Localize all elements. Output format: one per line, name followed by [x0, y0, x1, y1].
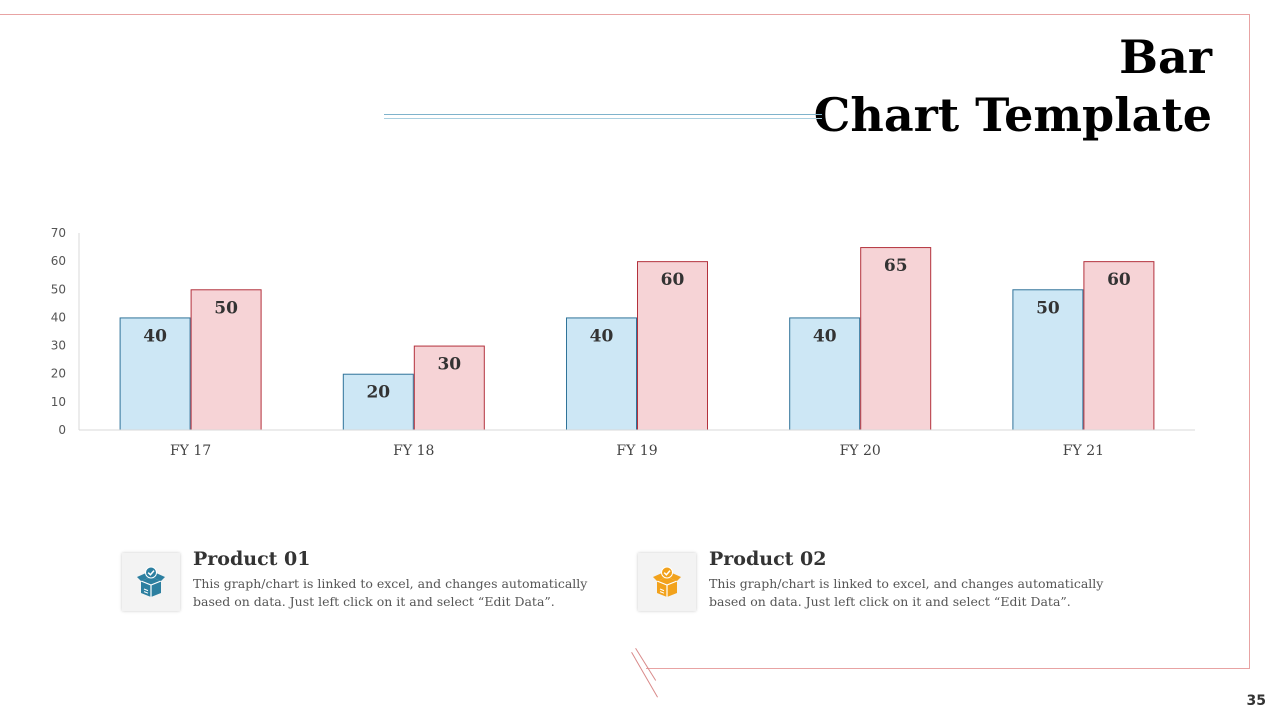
frame-bottom-border [646, 668, 1250, 669]
bar [860, 247, 932, 431]
page-number: 35 [1246, 693, 1266, 709]
x-tick-label: FY 17 [170, 443, 211, 459]
y-tick-label: 10 [51, 395, 66, 409]
bar [190, 289, 262, 431]
bar [342, 373, 414, 431]
product-02-icon-box [638, 553, 696, 611]
box-label-lines [659, 588, 665, 594]
y-tick-label: 70 [51, 226, 66, 240]
y-tick-label: 20 [51, 367, 66, 381]
bar-chart: 0 10 20 30 40 50 60 70 40 50 20 30 40 60 40 65 50 60 FY … [51, 226, 1195, 459]
bar [566, 317, 637, 431]
check-mark [147, 570, 155, 576]
bar [413, 345, 485, 431]
data-label: 60 [1107, 270, 1131, 290]
bar [1012, 289, 1084, 431]
title-line-2: Chart Template [813, 88, 1212, 142]
box-check-icon [653, 566, 681, 597]
y-tick-label: 30 [51, 339, 66, 353]
frame-top-border [0, 14, 1250, 15]
box-check-icon [137, 566, 165, 597]
data-label: 50 [214, 298, 238, 318]
data-label: 30 [437, 355, 461, 375]
data-label: 50 [1036, 298, 1060, 318]
x-axis: FY 17 FY 18 FY 19 FY 20 FY 21 [79, 429, 1195, 459]
bar [1083, 261, 1155, 431]
data-label: 20 [366, 383, 390, 403]
y-tick-label: 50 [51, 282, 66, 296]
product-01-title: Product 01 [193, 548, 311, 570]
title-line-1: Bar [1119, 30, 1212, 84]
data-label: 40 [143, 326, 167, 346]
bar [637, 261, 708, 431]
box-label-lines [143, 588, 149, 594]
y-tick-label: 0 [58, 423, 66, 437]
data-label: 40 [813, 326, 837, 346]
product-02-description: This graph/chart is linked to excel, and… [709, 576, 1104, 609]
bar [789, 317, 861, 431]
data-label: 40 [590, 326, 614, 346]
y-axis: 0 10 20 30 40 50 60 70 [51, 226, 80, 437]
title-underline [384, 114, 822, 115]
check-mark [663, 570, 671, 576]
check-badge [661, 566, 673, 579]
data-label: 65 [884, 256, 908, 276]
product-01-icon-box [122, 553, 180, 611]
x-tick-label: FY 18 [393, 443, 434, 459]
bar-series: 40 50 20 30 40 60 40 65 50 60 [119, 247, 1155, 431]
slide-title: Bar Chart Template [814, 28, 1212, 144]
y-tick-label: 60 [51, 254, 66, 268]
y-tick-label: 40 [51, 310, 66, 324]
x-tick-label: FY 19 [616, 443, 657, 459]
product-01-description: This graph/chart is linked to excel, and… [193, 576, 588, 609]
frame-right-border [1249, 14, 1250, 669]
x-tick-label: FY 21 [1063, 443, 1104, 459]
product-02-title: Product 02 [709, 548, 827, 570]
check-badge [145, 566, 157, 579]
x-tick-label: FY 20 [840, 443, 881, 459]
data-label: 60 [661, 270, 685, 290]
title-underline-secondary [384, 118, 822, 119]
decorative-slash [631, 652, 658, 698]
